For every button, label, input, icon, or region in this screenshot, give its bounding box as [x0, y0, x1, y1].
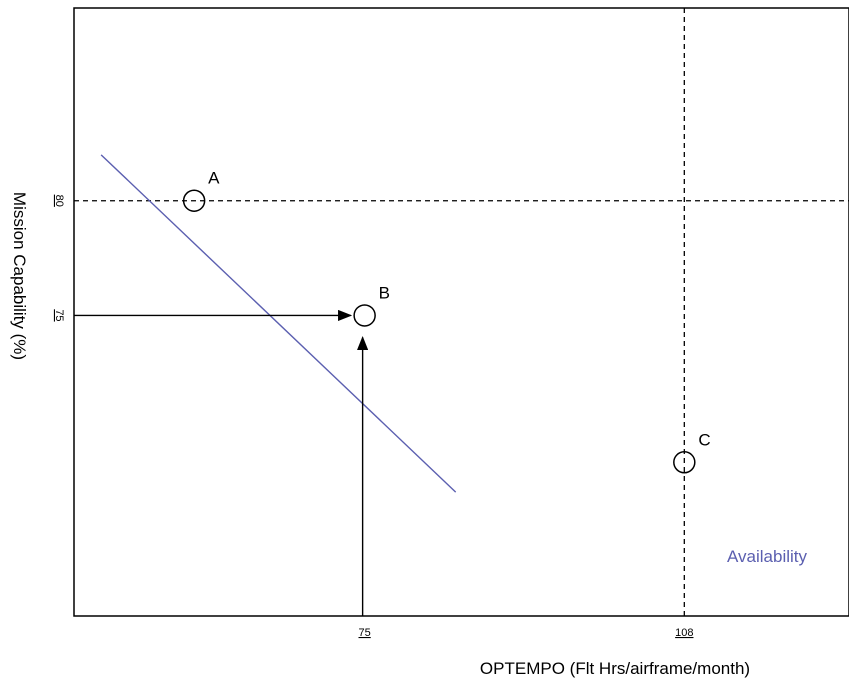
- point-label-c: C: [698, 430, 710, 449]
- point-marker-c: [673, 451, 696, 474]
- point-marker-a: [182, 189, 206, 212]
- x-tick-label: 108: [675, 627, 693, 639]
- y-tick-label: 80: [53, 195, 65, 207]
- series-label-availability: Availability: [727, 547, 808, 566]
- plot-frame: [73, 7, 849, 617]
- y-axis-label: Mission Capability (%): [10, 192, 29, 360]
- x-axis-label: OPTEMPO (Flt Hrs/airframe/month): [480, 659, 750, 678]
- point-marker-b: [353, 304, 376, 327]
- x-tick-label: 75: [359, 627, 371, 639]
- series-line-availability: [100, 154, 457, 493]
- y-tick-label: 75: [53, 309, 65, 321]
- point-label-a: A: [208, 169, 220, 188]
- point-label-b: B: [379, 283, 390, 302]
